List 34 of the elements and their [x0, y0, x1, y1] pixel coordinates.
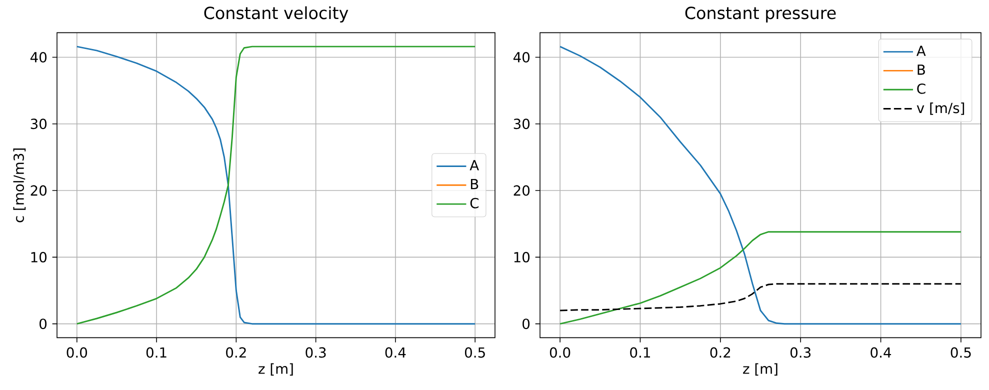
y-tick-label: 0	[522, 318, 530, 330]
x-tick-label: 0.2	[226, 347, 246, 358]
legend-label: v [m/s]	[916, 102, 964, 115]
legend-label: B	[470, 179, 478, 190]
y-tick-label: 20	[30, 185, 47, 196]
x-tick-label: 0.0	[550, 347, 570, 358]
chart-title: Constant velocity	[204, 6, 348, 22]
x-tick-label: 0.5	[950, 347, 971, 358]
x-axis-title: z [m]	[258, 363, 293, 376]
y-axis-title: c [mol/m3]	[13, 148, 26, 222]
legend-label: A	[470, 160, 479, 170]
x-tick-label: 0.4	[870, 347, 892, 358]
y-tick-label: 10	[514, 252, 530, 262]
x-tick-label: 0.2	[710, 347, 730, 358]
y-tick-label: 30	[30, 118, 47, 130]
y-tick-label: 40	[513, 52, 530, 62]
x-tick-label: 0.1	[146, 347, 166, 358]
y-tick-label: 0	[40, 318, 47, 330]
legend-label: C	[470, 198, 479, 208]
chart-title: Constant pressure	[685, 6, 836, 22]
x-tick-label: 0.0	[66, 347, 88, 358]
x-tick-label: 0.1	[630, 347, 650, 358]
legend-label: A	[916, 46, 926, 56]
x-axis-title: z [m]	[743, 363, 778, 376]
x-tick-label: 0.3	[790, 347, 811, 358]
legend-label: B	[918, 64, 925, 75]
x-tick-label: 0.5	[464, 347, 485, 358]
x-tick-label: 0.4	[385, 347, 406, 358]
y-tick-label: 10	[31, 252, 47, 262]
y-tick-label: 30	[514, 118, 530, 130]
legend-label: C	[917, 83, 926, 94]
y-tick-label: 40	[30, 52, 47, 62]
y-tick-label: 20	[514, 185, 530, 196]
x-tick-label: 0.3	[306, 347, 326, 358]
